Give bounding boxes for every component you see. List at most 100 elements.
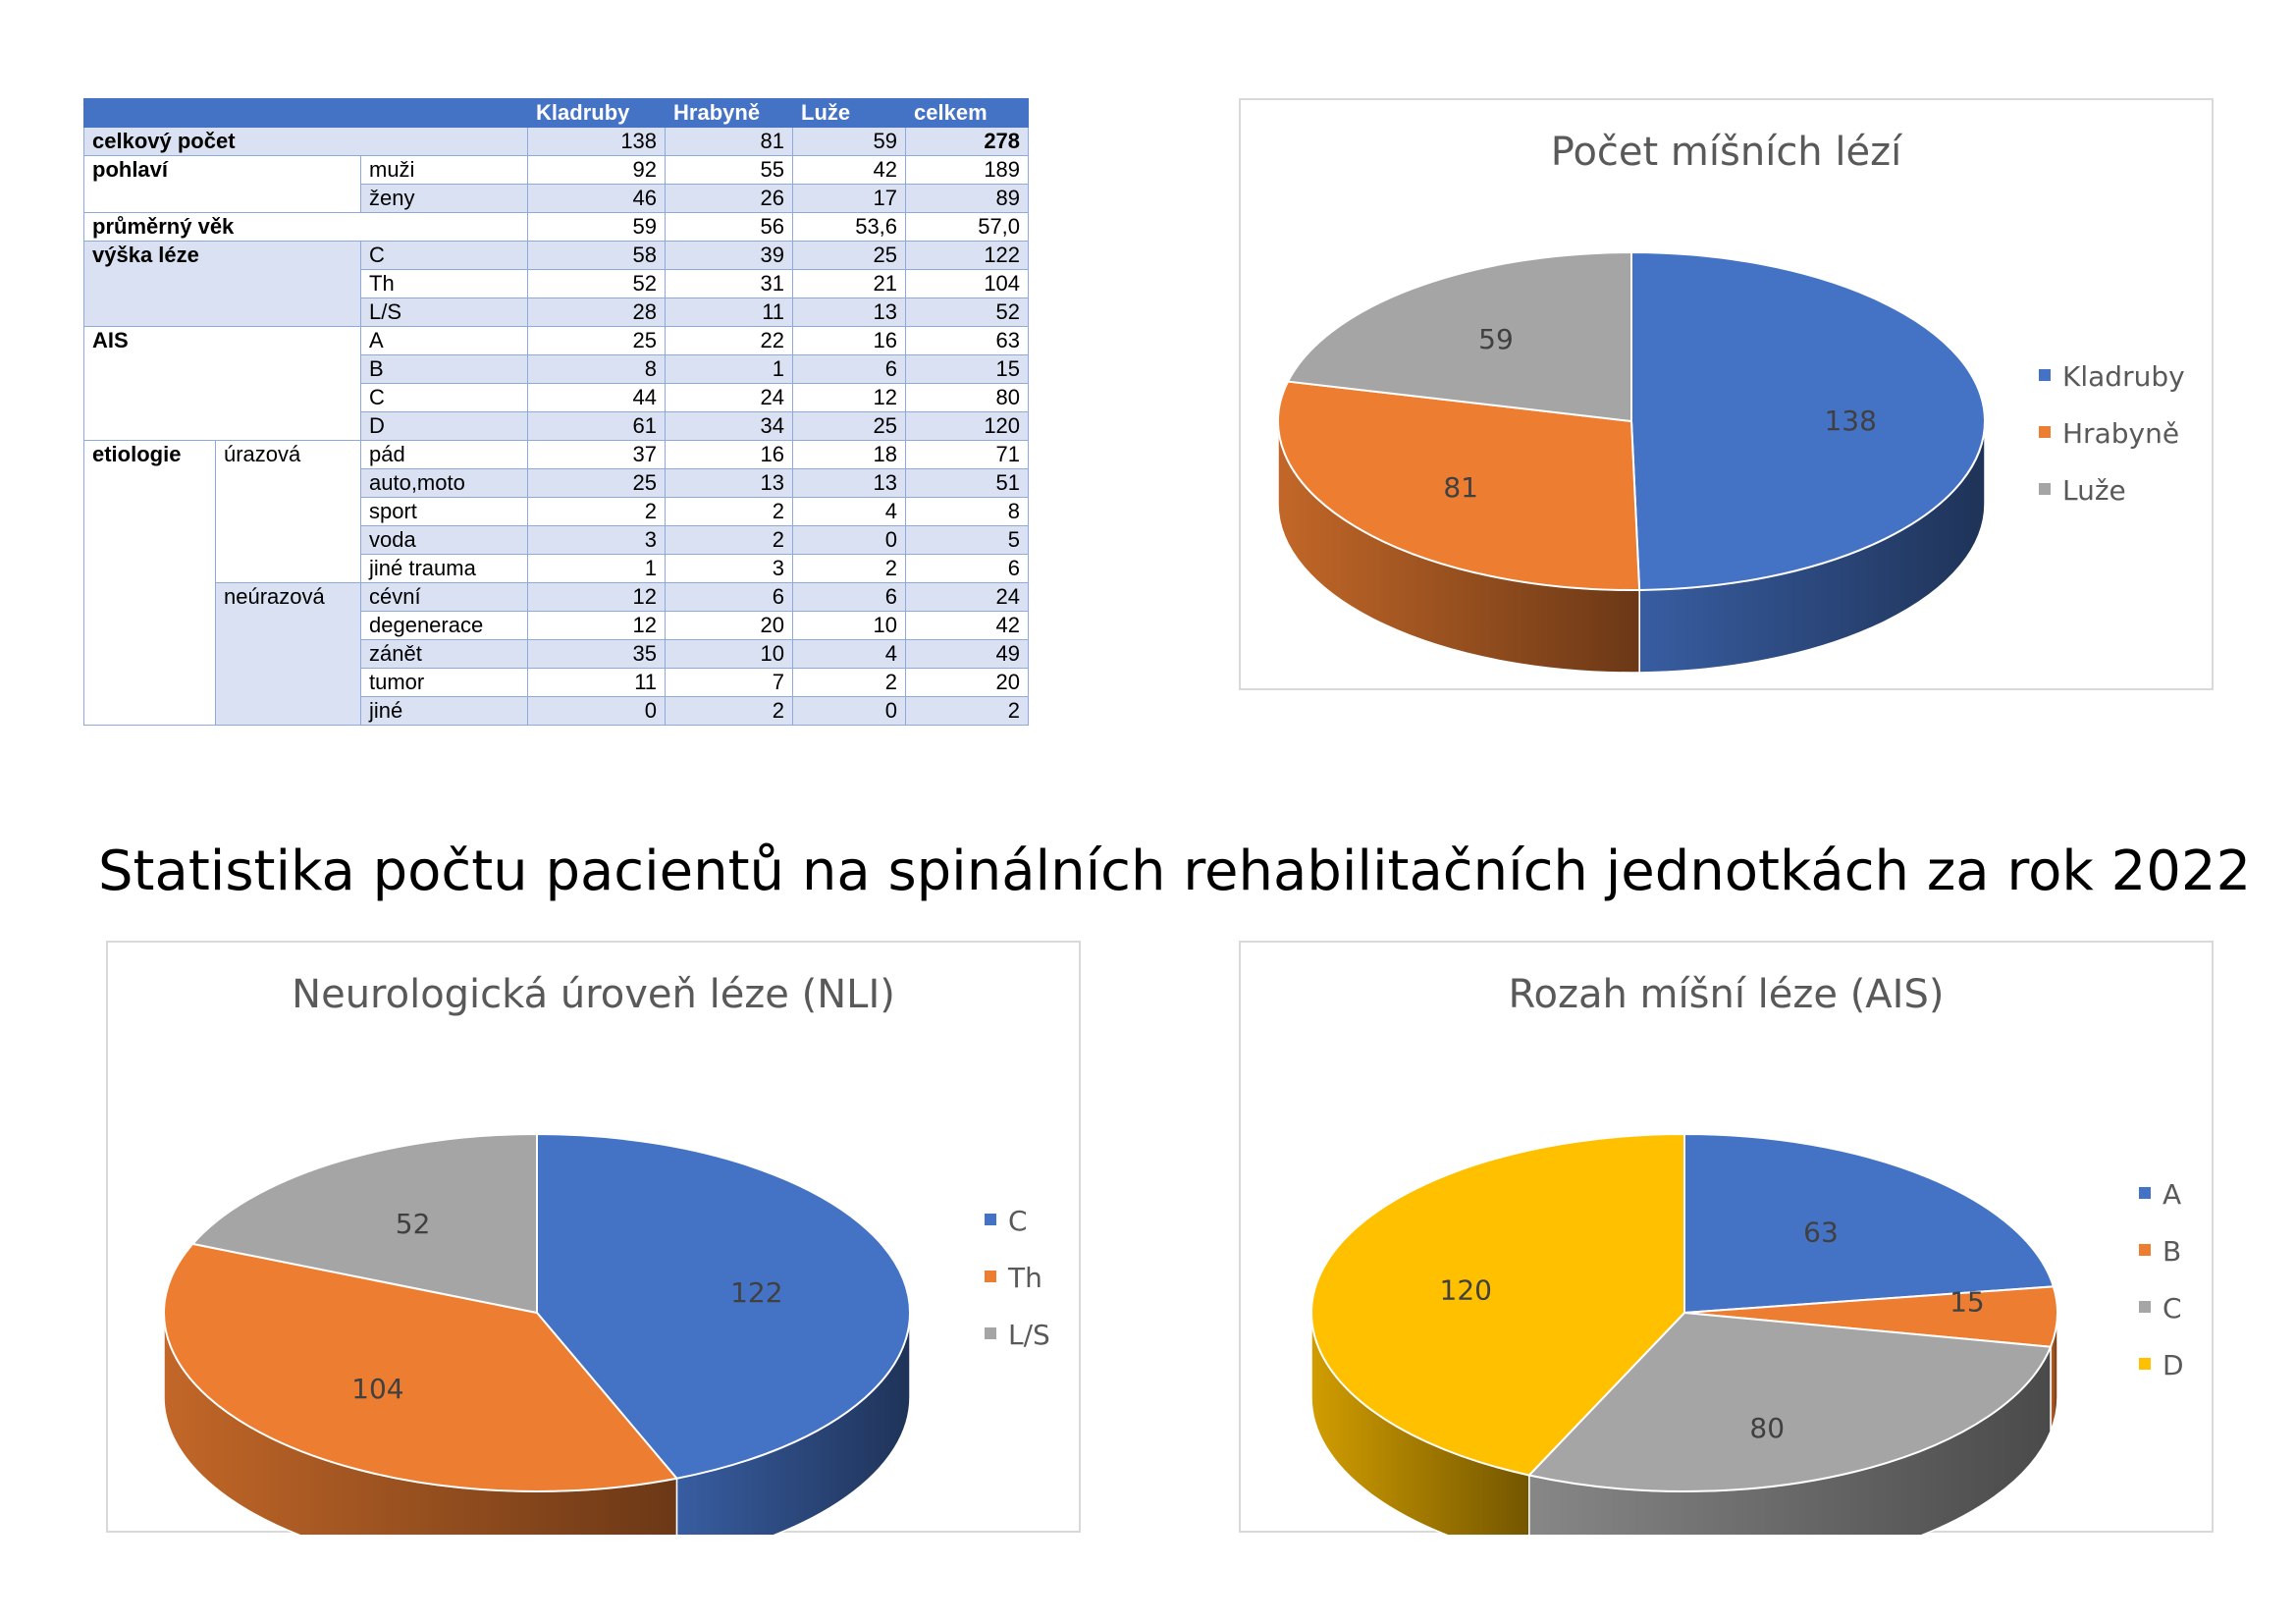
cell: 71	[905, 440, 1030, 469]
row-label: muži	[359, 155, 529, 185]
cell: 10	[665, 639, 794, 669]
pie-slice-hrabyn-	[1277, 380, 1641, 591]
cell: 81	[665, 127, 794, 156]
cell: 5	[905, 525, 1030, 555]
cell: 92	[527, 155, 667, 185]
pie-slice-lu-e	[1286, 250, 1632, 423]
cell: 2	[665, 696, 794, 726]
row-label: tumor	[359, 668, 529, 697]
pie-slice-c	[1526, 1311, 2053, 1492]
cell: 31	[665, 269, 794, 298]
cell: 3	[527, 525, 667, 555]
cell: 189	[905, 155, 1030, 185]
table-row-water: voda 3 2 0 5	[84, 525, 1030, 555]
row-label: sport	[359, 497, 529, 526]
row-label: B	[359, 354, 529, 384]
cell: 6	[905, 554, 1030, 583]
data-label: 104	[351, 1373, 403, 1405]
legend-item: D	[2139, 1347, 2184, 1404]
pie-slice-a	[1683, 1132, 2056, 1315]
row-label: zánět	[359, 639, 529, 669]
cell: 24	[905, 582, 1030, 612]
cell: 11	[527, 668, 667, 697]
legend-label: L/S	[1008, 1319, 1050, 1351]
cell: 49	[905, 639, 1030, 669]
legend-item: A	[2139, 1176, 2184, 1233]
cell: 0	[792, 696, 907, 726]
cell: 80	[905, 383, 1030, 412]
cell: 120	[905, 411, 1030, 441]
data-label: 81	[1443, 471, 1478, 504]
group-label-level: výška léze	[83, 241, 361, 327]
legend-swatch	[2039, 426, 2051, 438]
data-label: 122	[730, 1276, 782, 1309]
chart-lesion-count: Počet míšních lézí 138 81 59 Kladruby Hraby…	[1239, 98, 2214, 690]
cell: 138	[527, 127, 667, 156]
cell: 39	[665, 241, 794, 270]
group-label-traumatic: úrazová	[215, 440, 361, 583]
cell: 53,6	[792, 212, 907, 242]
table-row-ais-a: AIS A 25 22 16 63	[83, 326, 1030, 441]
legend-item: Kladruby	[2039, 358, 2185, 415]
cell: 20	[905, 668, 1030, 697]
row-label: celkový počet	[82, 127, 529, 156]
cell: 52	[905, 298, 1030, 327]
data-label: 63	[1803, 1216, 1839, 1248]
table-row-level-ls: L/S 28 11 13 52	[84, 298, 1030, 327]
cell: 16	[665, 440, 794, 469]
table-row-ais-b: B 8 1 6 15	[84, 354, 1030, 384]
cell: 20	[665, 611, 794, 640]
table-row-vascular: neúrazová cévní 12 6 6 24	[84, 582, 1030, 726]
table-row-car: auto,moto 25 13 13 51	[84, 468, 1030, 498]
table-row-other: jiné 0 2 0 2	[84, 696, 1030, 726]
cell: 17	[792, 184, 907, 213]
cell: 56	[665, 212, 794, 242]
cell: 0	[792, 525, 907, 555]
pie-slice-l-s	[190, 1132, 538, 1315]
data-label: 138	[1824, 405, 1876, 437]
legend-swatch	[2039, 483, 2051, 495]
pie-slice-d	[1310, 1132, 1685, 1477]
pie-slice-th	[163, 1242, 679, 1492]
cell: 22	[665, 326, 794, 355]
cell: 24	[665, 383, 794, 412]
row-label: D	[359, 411, 529, 441]
legend-label: Th	[1008, 1262, 1042, 1294]
legend-swatch	[2139, 1301, 2151, 1313]
cell: 44	[527, 383, 667, 412]
cell: 28	[527, 298, 667, 327]
cell: 52	[527, 269, 667, 298]
cell: 13	[665, 468, 794, 498]
cell: 3	[665, 554, 794, 583]
cell: 12	[792, 383, 907, 412]
row-label: C	[359, 383, 529, 412]
group-label-sex: pohlaví	[83, 155, 361, 213]
cell: 1	[665, 354, 794, 384]
cell: 13	[792, 298, 907, 327]
table-header-empty	[82, 98, 529, 128]
legend-item: Luže	[2039, 472, 2185, 529]
row-label: Th	[359, 269, 529, 298]
legend-item: C	[2139, 1290, 2184, 1347]
cell: 34	[665, 411, 794, 441]
legend-swatch	[2139, 1244, 2151, 1256]
row-label: pád	[359, 440, 529, 469]
cell: 6	[665, 582, 794, 612]
cell: 89	[905, 184, 1030, 213]
cell: 12	[527, 611, 667, 640]
table-row-women: ženy 46 26 17 89	[84, 184, 1030, 213]
row-label: A	[359, 326, 529, 355]
legend-swatch	[2139, 1358, 2151, 1370]
cell: 2	[665, 497, 794, 526]
row-label: jiné	[359, 696, 529, 726]
data-label: 59	[1478, 323, 1514, 355]
pie-slice-kladruby	[1630, 250, 1986, 591]
row-label: L/S	[359, 298, 529, 327]
legend-label: A	[2163, 1178, 2182, 1211]
group-label-nontraumatic: neúrazová	[215, 582, 361, 726]
data-label: 80	[1749, 1412, 1785, 1444]
cell: 1	[527, 554, 667, 583]
cell: 25	[792, 411, 907, 441]
